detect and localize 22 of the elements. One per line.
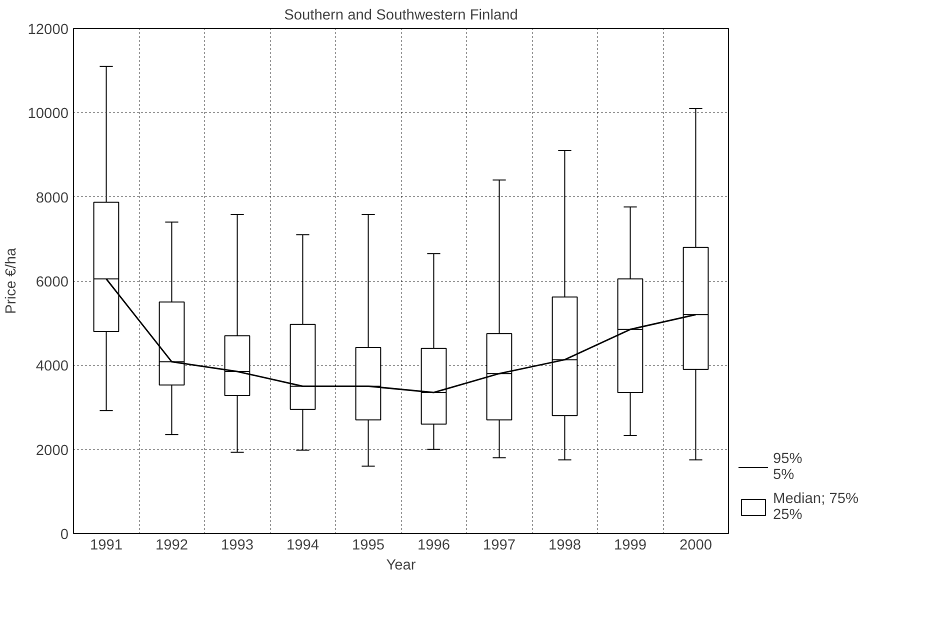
x-tick-label: 1994 bbox=[286, 538, 320, 554]
x-tick-label: 1992 bbox=[155, 538, 188, 554]
y-tick-label: 2000 bbox=[36, 442, 69, 459]
y-tick-label: 12000 bbox=[28, 22, 69, 38]
x-tick-label: 1993 bbox=[220, 538, 254, 554]
y-tick-label: 0 bbox=[60, 527, 69, 543]
x-tick-label: 1999 bbox=[614, 538, 647, 554]
y-tick-label: 6000 bbox=[36, 274, 69, 290]
y-axis-title: Price €/ha bbox=[4, 247, 20, 314]
legend-label: Median; 75% 25% bbox=[773, 491, 859, 523]
y-tick-label: 10000 bbox=[28, 106, 69, 122]
y-tick-label: 4000 bbox=[36, 358, 69, 375]
x-tick-label: 2000 bbox=[679, 538, 712, 554]
x-axis-title: Year bbox=[386, 558, 416, 574]
x-tick-label: 1997 bbox=[482, 538, 516, 554]
x-tick-label: 1998 bbox=[548, 538, 582, 554]
y-tick-label: 8000 bbox=[36, 190, 69, 206]
chart-title: Southern and Southwestern Finland bbox=[284, 8, 518, 24]
x-tick-label: 1995 bbox=[352, 538, 385, 554]
text: 95% 5% bbox=[773, 451, 802, 483]
x-tick-label: 1996 bbox=[417, 538, 450, 554]
x-tick-label: 1991 bbox=[90, 538, 123, 554]
